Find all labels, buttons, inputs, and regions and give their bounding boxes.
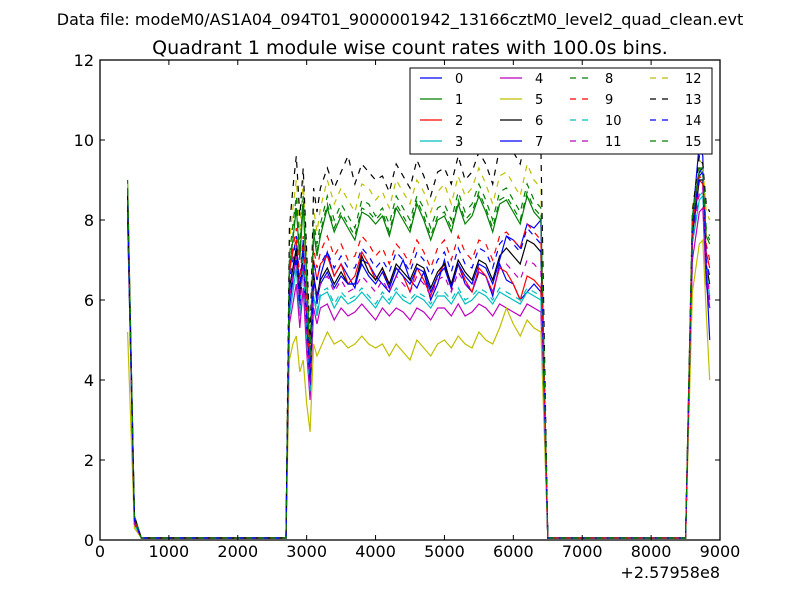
y-tick-label: 12 [74,51,94,70]
x-tick-label: 5000 [424,542,465,561]
legend-label-0: 0 [455,72,463,87]
legend-label-12: 12 [685,72,702,87]
legend-label-4: 4 [535,72,543,87]
y-tick-label: 0 [84,531,94,550]
legend-label-1: 1 [455,93,463,108]
legend-label-6: 6 [535,114,543,129]
y-tick-label: 6 [84,291,94,310]
y-tick-label: 8 [84,211,94,230]
x-offset-label: +2.57958e8 [620,563,720,582]
legend-label-9: 9 [605,93,613,108]
series-line-9 [127,174,711,539]
series-line-13 [127,130,711,539]
x-tick-label: 7000 [562,542,603,561]
series-line-10 [127,190,711,539]
legend-label-13: 13 [685,93,702,108]
x-tick-label: 2000 [217,542,258,561]
legend-label-15: 15 [685,135,702,150]
legend-label-2: 2 [455,114,463,129]
series-layer [127,130,711,539]
legend-label-8: 8 [605,72,613,87]
x-tick-label: 3000 [286,542,327,561]
chart-title: Quadrant 1 module wise count rates with … [152,37,668,59]
legend-label-7: 7 [535,135,543,150]
legend-label-3: 3 [455,135,463,150]
legend-label-14: 14 [685,114,702,129]
y-tick-label: 4 [84,371,94,390]
series-line-5 [127,238,711,539]
legend-frame [409,67,713,155]
y-tick-label: 10 [74,131,94,150]
series-line-14 [127,166,711,539]
axis-ticks: 0 1000 2000 3000 4000 5000 6000 7000 8000 9000 0 2 4… [74,51,741,561]
chart-supertitle: Data file: modeM0/AS1A04_094T01_90000019… [57,10,743,30]
x-tick-label: 4000 [355,542,396,561]
series-line-15 [127,166,711,539]
series-line-4 [127,206,711,539]
x-tick-label: 9000 [700,542,741,561]
x-tick-label: 1000 [149,542,190,561]
x-tick-label: 8000 [631,542,672,561]
y-tick-label: 2 [84,451,94,470]
x-tick-label: 0 [95,542,105,561]
series-line-11 [127,186,711,539]
x-tick-label: 6000 [493,542,534,561]
legend-label-10: 10 [605,114,622,129]
legend-label-11: 11 [605,135,622,150]
legend-label-5: 5 [535,93,543,108]
